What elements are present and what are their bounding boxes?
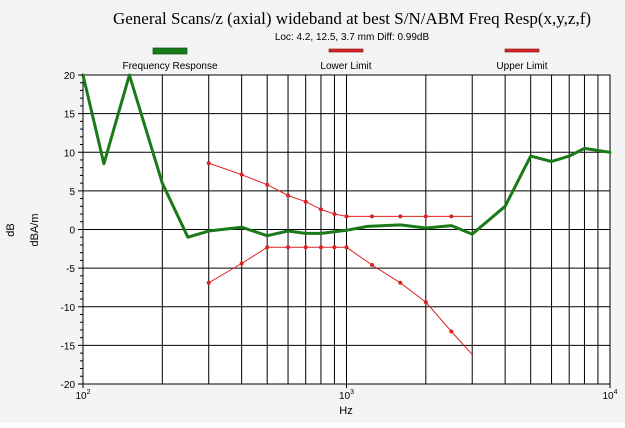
series-line-1 xyxy=(81,73,612,239)
series-point-3 xyxy=(303,199,308,204)
x-tick-label: 103 xyxy=(339,389,354,402)
legend-swatch xyxy=(504,48,540,53)
legend-label: Frequency Response xyxy=(122,61,217,72)
y-tick-label: 20 xyxy=(64,71,76,82)
chart-title: General Scans/z (axial) wideband at best… xyxy=(113,9,591,28)
series-point-2 xyxy=(303,245,308,250)
series-layer xyxy=(81,73,612,356)
legend: Frequency Response Lower Limit Upper Limit xyxy=(122,47,548,72)
series-point-3 xyxy=(423,214,428,219)
series-point-2 xyxy=(344,245,349,250)
y-tick-label: 10 xyxy=(64,148,76,159)
series-point-2 xyxy=(332,245,337,250)
series-point-2 xyxy=(423,300,428,305)
y-tick-label: 0 xyxy=(69,226,75,237)
series-point-3 xyxy=(286,193,291,198)
y-tick-label: -5 xyxy=(66,264,75,275)
series-point-3 xyxy=(318,207,323,212)
x-tick-label: 104 xyxy=(602,389,617,402)
y-axis-label: dB xyxy=(5,223,17,236)
series-point-2 xyxy=(206,280,211,285)
x-tick-label: 102 xyxy=(75,389,90,402)
chart-subtitle: Loc: 4.2, 12.5, 3.7 mm Diff: 0.99dB xyxy=(275,32,430,43)
series-point-2 xyxy=(398,280,403,285)
series-point-3 xyxy=(370,214,375,219)
series-point-2 xyxy=(239,261,244,266)
series-point-3 xyxy=(449,214,454,219)
series-point-3 xyxy=(239,172,244,177)
series-point-2 xyxy=(449,329,454,334)
y-tick-label: 5 xyxy=(69,187,75,198)
series-point-2 xyxy=(370,263,375,268)
series-point-2 xyxy=(286,245,291,250)
legend-swatch xyxy=(152,47,188,55)
series-point-3 xyxy=(332,212,337,217)
legend-swatch xyxy=(328,48,364,53)
y-tick-label: -20 xyxy=(61,380,76,391)
y-tick-label: 15 xyxy=(64,110,76,121)
series-point-3 xyxy=(265,182,270,187)
legend-label: Lower Limit xyxy=(320,61,371,72)
series-point-2 xyxy=(265,245,270,250)
y-tick-label: -10 xyxy=(61,303,76,314)
series-point-3 xyxy=(344,214,349,219)
series-point-3 xyxy=(206,161,211,166)
series-point-2 xyxy=(318,245,323,250)
legend-label: Upper Limit xyxy=(496,61,547,72)
y-axis-label-secondary: dBA/m xyxy=(29,213,41,246)
series-point-3 xyxy=(398,214,403,219)
x-axis-label: Hz xyxy=(339,405,352,417)
y-tick-label: -15 xyxy=(61,341,76,352)
